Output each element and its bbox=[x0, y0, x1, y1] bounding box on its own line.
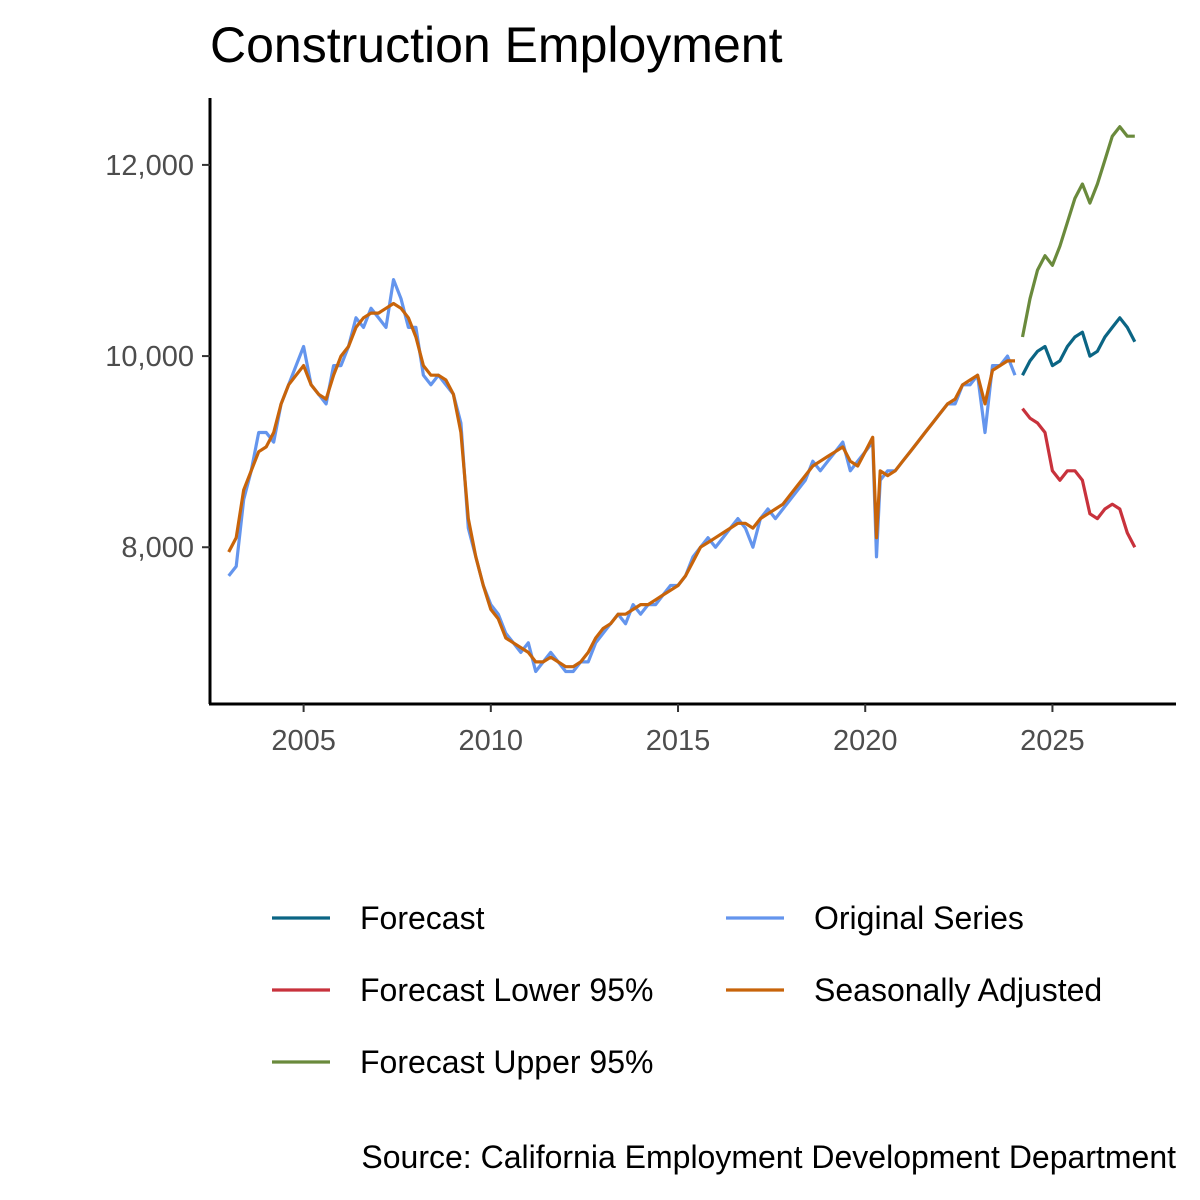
legend-item-forecast-upper-95: Forecast Upper 95% bbox=[272, 1044, 653, 1080]
x-tick-label: 2005 bbox=[271, 725, 336, 757]
legend-label: Forecast Upper 95% bbox=[360, 1044, 653, 1080]
legend-item-forecast: Forecast bbox=[272, 900, 485, 936]
legend-item-forecast-lower-95: Forecast Lower 95% bbox=[272, 972, 653, 1008]
legend: Forecast Forecast Lower 95% Forecast Upper… bbox=[272, 900, 1102, 1080]
series-line-forecast-upper-95 bbox=[1020, 125, 1135, 338]
caption: Source: California Employment Developmen… bbox=[361, 1139, 1176, 1175]
series-forecast bbox=[1021, 316, 1137, 376]
x-tick-label: 2015 bbox=[646, 725, 711, 757]
y-tick-label: 12,000 bbox=[105, 150, 194, 182]
series-line-forecast bbox=[1021, 316, 1137, 376]
ticks: 8,000 10,000 12,000 2005 2010 2015 2020 2025 bbox=[105, 150, 1084, 757]
x-tick-label: 2010 bbox=[459, 725, 524, 757]
legend-label: Forecast Lower 95% bbox=[360, 972, 653, 1008]
legend-item-seasonally-adjusted: Seasonally Adjusted bbox=[726, 972, 1102, 1008]
x-tick-label: 2025 bbox=[1020, 725, 1085, 757]
legend-label: Seasonally Adjusted bbox=[814, 972, 1102, 1008]
chart-title: Construction Employment bbox=[210, 17, 783, 73]
series-forecast-lower-95 bbox=[1021, 407, 1137, 548]
series-forecast-upper-95 bbox=[1020, 125, 1135, 338]
y-tick-label: 8,000 bbox=[121, 532, 194, 564]
legend-item-original-series: Original Series bbox=[726, 900, 1024, 936]
x-tick-label: 2020 bbox=[833, 725, 898, 757]
legend-label: Original Series bbox=[814, 900, 1024, 936]
series-layer bbox=[227, 125, 1137, 674]
series-seasonally-adjusted bbox=[227, 301, 1015, 669]
axes bbox=[208, 98, 1176, 706]
series-line-forecast-lower-95 bbox=[1021, 407, 1137, 548]
series-line-original-series bbox=[227, 278, 1017, 674]
series-line-seasonally-adjusted bbox=[227, 301, 1015, 669]
y-tick-label: 10,000 bbox=[105, 341, 194, 373]
legend-label: Forecast bbox=[360, 900, 485, 936]
series-original-series bbox=[227, 278, 1017, 674]
